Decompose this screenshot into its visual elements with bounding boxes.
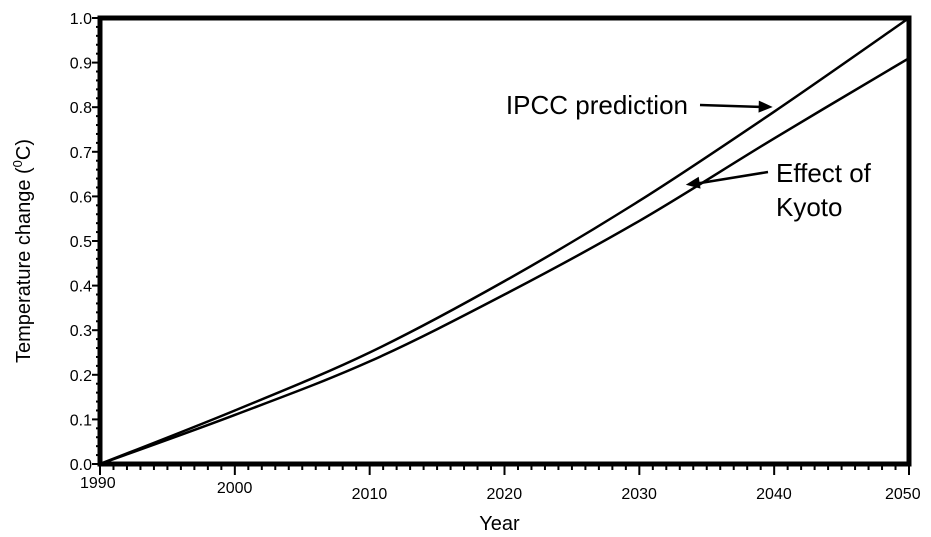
annotations: IPCC prediction Effect of Kyoto — [506, 90, 872, 222]
series-line-kyoto — [99, 57, 910, 466]
annotation-ipcc-text: IPCC prediction — [506, 90, 688, 120]
y-tick-label: 0.0 — [70, 457, 92, 474]
y-tick-label: 0.4 — [70, 279, 92, 296]
y-tick-label: 0.6 — [70, 189, 92, 206]
y-tick-label: 0.8 — [70, 100, 92, 117]
plot-frame — [97, 15, 912, 467]
axis-labels: Year Temperature change (0C) — [10, 139, 520, 535]
y-tick-label: 0.1 — [70, 412, 92, 429]
annotation-ipcc-arrow — [699, 103, 763, 109]
y-axis-title-superscript: 0 — [10, 160, 25, 167]
axis-ticks: 1990 2000 2010 2020 2030 2040 2050 0.0 0.1 0.2 0.3… — [70, 11, 921, 503]
plot-border — [97, 15, 912, 467]
x-tick-label: 2010 — [352, 486, 388, 503]
x-tick-label: 1990 — [80, 475, 116, 492]
x-tick-label: 2020 — [487, 486, 523, 503]
annotation-kyoto-line-2: Kyoto — [776, 192, 843, 222]
y-tick-label: 0.3 — [70, 323, 92, 340]
annotation-ipcc-line-1: IPCC prediction — [506, 90, 688, 120]
y-tick-label: 0.7 — [70, 145, 92, 162]
annotation-kyoto-arrowhead — [685, 176, 701, 189]
x-axis-title: Year — [479, 513, 520, 535]
series-line-ipcc — [99, 16, 910, 466]
annotation-ipcc-arrowhead — [758, 100, 773, 113]
x-tick-label: 2040 — [756, 486, 792, 503]
y-tick-label: 0.5 — [70, 234, 92, 251]
annotation-kyoto-line-1: Effect of — [776, 158, 872, 188]
y-tick-label: 1.0 — [70, 11, 92, 28]
y-tick-label: 0.2 — [70, 368, 92, 385]
y-axis-title: Temperature change (0C) — [10, 139, 35, 363]
x-tick-label: 2050 — [885, 486, 921, 503]
series-lines — [99, 16, 910, 466]
y-tick-label: 0.9 — [70, 56, 92, 73]
y-axis-title-end: C) — [13, 139, 35, 160]
annotation-kyoto-arrow — [695, 170, 769, 186]
y-axis-title-main: Temperature change ( — [13, 167, 35, 363]
x-tick-label: 2030 — [621, 486, 657, 503]
x-tick-label: 2000 — [217, 480, 253, 497]
